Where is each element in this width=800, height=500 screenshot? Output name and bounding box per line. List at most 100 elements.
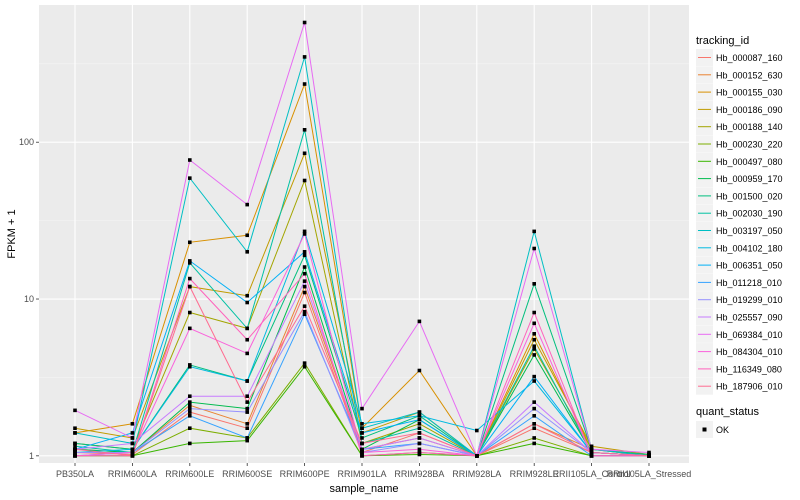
legend-label: Hb_000188_140	[716, 122, 783, 132]
data-point	[475, 454, 479, 458]
data-point	[360, 406, 364, 411]
data-point	[188, 403, 192, 408]
data-point	[302, 178, 307, 183]
data-point	[302, 271, 307, 276]
data-point	[417, 410, 422, 414]
data-point	[188, 310, 192, 315]
data-point	[245, 400, 249, 404]
data-point	[245, 436, 249, 440]
data-point	[417, 436, 422, 440]
shape-legend-marker	[702, 427, 707, 432]
data-point	[245, 410, 249, 414]
data-point	[302, 55, 307, 59]
x-tick-label: RRII105LA_Control	[553, 469, 631, 479]
data-point	[188, 240, 192, 245]
x-tick-label: RRIM600PE	[280, 469, 330, 479]
data-point	[360, 454, 364, 458]
data-point	[188, 158, 192, 162]
data-point	[532, 422, 536, 426]
data-point	[532, 344, 536, 349]
data-point	[245, 250, 249, 254]
data-point	[188, 176, 192, 180]
data-point	[302, 253, 307, 258]
data-point	[647, 450, 651, 455]
y-tick-label: 10	[24, 294, 34, 304]
data-point	[475, 428, 479, 433]
data-point	[245, 394, 249, 399]
data-point	[73, 431, 77, 435]
data-point	[188, 363, 192, 367]
data-point	[360, 426, 364, 431]
data-point	[73, 450, 77, 455]
legend-label: Hb_000186_090	[716, 105, 783, 115]
data-point	[245, 293, 249, 298]
legend-label: Hb_001500_020	[716, 191, 783, 201]
data-point	[417, 450, 422, 455]
data-point	[532, 441, 536, 446]
x-tick-label: RRII105LA_Stressed	[607, 469, 692, 479]
data-point	[188, 400, 192, 404]
data-point	[302, 232, 307, 236]
shape-legend-label: OK	[716, 425, 729, 435]
legend-label: Hb_000959_170	[716, 174, 783, 184]
data-point	[589, 444, 594, 449]
data-point	[532, 379, 536, 383]
data-point	[130, 454, 135, 458]
data-point	[130, 450, 135, 455]
data-point	[417, 426, 422, 431]
data-point	[417, 431, 422, 435]
data-point	[360, 441, 364, 446]
data-point	[532, 229, 536, 234]
data-point	[73, 454, 77, 458]
data-point	[302, 82, 307, 86]
data-point	[302, 364, 307, 369]
data-points	[73, 20, 651, 458]
data-point	[417, 452, 422, 457]
data-point	[417, 319, 422, 324]
data-point	[532, 282, 536, 286]
data-point	[73, 408, 77, 413]
data-point	[532, 353, 536, 357]
data-point	[302, 309, 307, 314]
data-point	[532, 347, 536, 351]
data-point	[302, 361, 307, 365]
legend-label: Hb_002030_190	[716, 209, 783, 219]
data-point	[130, 436, 135, 440]
legend-items: Hb_000087_160 Hb_000152_630 Hb_000155_030 H…	[696, 49, 783, 395]
data-point	[589, 454, 594, 458]
data-point	[188, 261, 192, 265]
data-point	[532, 332, 536, 336]
data-point	[532, 310, 536, 315]
legend-label: Hb_187906_010	[716, 382, 783, 392]
data-point	[188, 276, 192, 281]
data-point	[188, 284, 192, 289]
data-point	[647, 454, 651, 458]
data-point	[302, 312, 307, 317]
legend-label: Hb_025557_090	[716, 313, 783, 323]
data-point	[360, 450, 364, 455]
legend-label: Hb_000152_630	[716, 70, 783, 80]
data-point	[302, 265, 307, 269]
data-point	[245, 438, 249, 443]
data-point	[417, 447, 422, 452]
data-point	[302, 250, 307, 254]
data-point	[130, 447, 135, 452]
data-point	[302, 151, 307, 156]
y-axis-title: FPKM + 1	[6, 209, 18, 258]
data-point	[417, 368, 422, 373]
legend-label: Hb_019299_010	[716, 295, 783, 305]
data-point	[188, 410, 192, 414]
x-tick-label: RRIM600LE	[165, 469, 214, 479]
legend-label: Hb_011218_010	[716, 278, 782, 288]
x-tick-label: RRIM928LE	[510, 469, 559, 479]
legend: tracking_id Hb_000087_160Hb_000152_630Hb…	[696, 35, 783, 438]
legend-label: Hb_000230_220	[716, 140, 783, 150]
data-point	[245, 337, 249, 342]
data-point	[360, 431, 364, 435]
legend-label: Hb_000087_160	[716, 53, 783, 63]
data-point	[245, 300, 249, 305]
data-point	[73, 441, 77, 446]
legend-label: Hb_003197_050	[716, 226, 783, 236]
data-point	[245, 326, 249, 331]
data-point	[245, 406, 249, 411]
